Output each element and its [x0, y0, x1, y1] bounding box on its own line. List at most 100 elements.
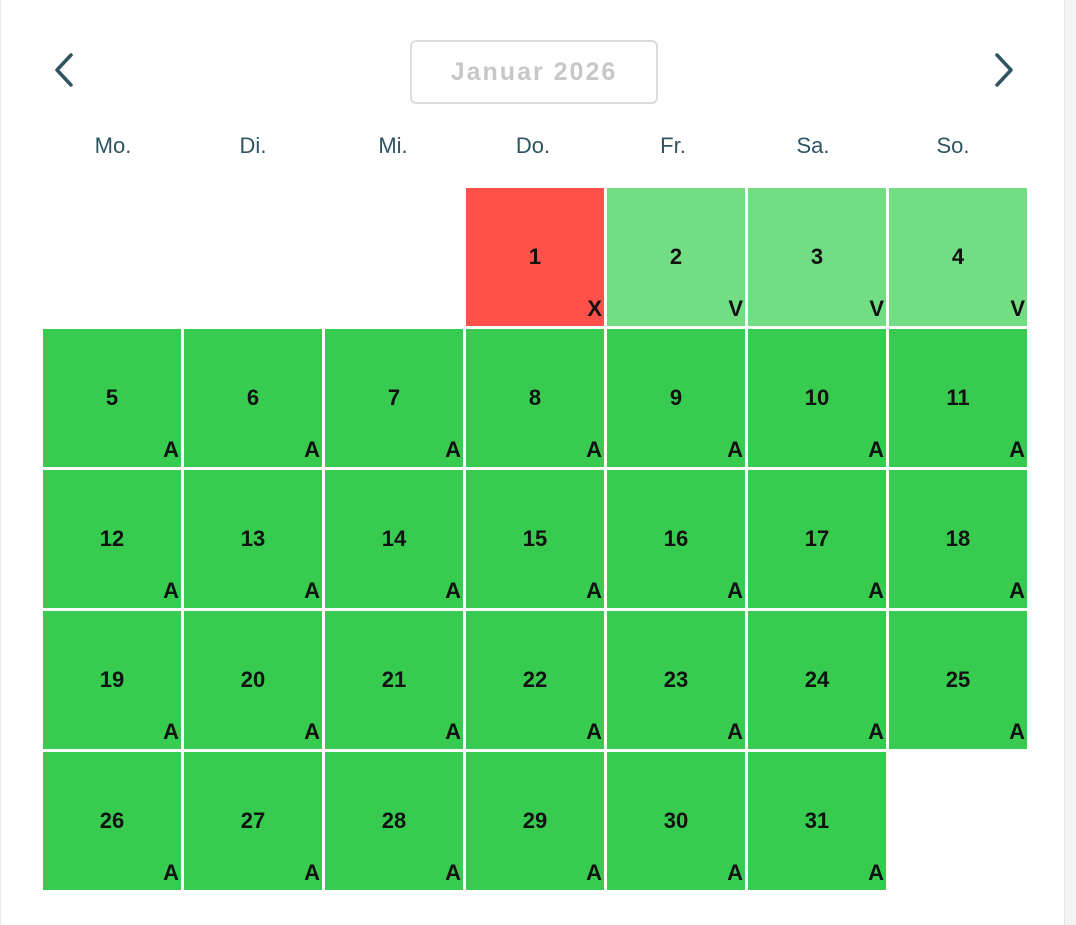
- day-number: 21: [381, 667, 407, 692]
- empty-cell: [325, 188, 463, 326]
- day-number: 4: [951, 244, 965, 269]
- day-number: 10: [804, 385, 830, 410]
- day-number: 13: [240, 526, 266, 551]
- day-cell[interactable]: 20 A: [184, 611, 322, 749]
- status-code: A: [586, 860, 602, 885]
- day-number: 23: [663, 667, 689, 692]
- prev-month-button[interactable]: [44, 48, 84, 92]
- day-cell[interactable]: 16 A: [607, 470, 745, 608]
- status-code: A: [163, 578, 179, 603]
- day-number: 20: [240, 667, 266, 692]
- status-code: A: [1009, 437, 1025, 462]
- status-code: A: [868, 578, 884, 603]
- month-label: Januar 2026: [450, 57, 618, 86]
- status-code: A: [727, 437, 743, 462]
- status-code: V: [869, 296, 884, 321]
- day-cell[interactable]: 12 A: [43, 470, 181, 608]
- day-cell[interactable]: 23 A: [607, 611, 745, 749]
- status-code: A: [1009, 578, 1025, 603]
- day-number: 7: [387, 385, 401, 410]
- weekday-sun: So.: [936, 133, 970, 158]
- status-code: A: [163, 437, 179, 462]
- day-number: 16: [663, 526, 689, 551]
- day-number: 1: [528, 244, 542, 269]
- weekday-fri: Fr.: [660, 133, 686, 158]
- day-number: 29: [522, 808, 548, 833]
- day-number: 5: [105, 385, 119, 410]
- day-cell[interactable]: 10 A: [748, 329, 886, 467]
- status-code: A: [586, 719, 602, 744]
- month-selector[interactable]: Januar 2026: [410, 40, 658, 104]
- status-code: A: [304, 719, 320, 744]
- day-cell[interactable]: 17 A: [748, 470, 886, 608]
- day-cell[interactable]: 30 A: [607, 752, 745, 890]
- day-number: 18: [945, 526, 971, 551]
- weekday-mon: Mo.: [94, 133, 132, 158]
- chevron-right-icon: [995, 53, 1013, 87]
- day-cell[interactable]: 13 A: [184, 470, 322, 608]
- day-number: 15: [522, 526, 548, 551]
- day-cell[interactable]: 15 A: [466, 470, 604, 608]
- day-grid: 1 X 2 V 3 V 4 V 5 A 6 A 7 A 8 A 9 A 10 A 11 A 12 A 13 A 14 A 15 A 16 A 1…: [43, 188, 1027, 890]
- day-number: 27: [240, 808, 266, 833]
- day-cell[interactable]: 21 A: [325, 611, 463, 749]
- day-cell[interactable]: 29 A: [466, 752, 604, 890]
- weekday-sat: Sa.: [796, 133, 830, 158]
- day-cell[interactable]: 14 A: [325, 470, 463, 608]
- status-code: A: [586, 578, 602, 603]
- status-code: A: [304, 437, 320, 462]
- day-number: 30: [663, 808, 689, 833]
- day-number: 31: [804, 808, 830, 833]
- day-cell[interactable]: 25 A: [889, 611, 1027, 749]
- status-code: A: [163, 860, 179, 885]
- status-code: A: [163, 719, 179, 744]
- day-cell[interactable]: 27 A: [184, 752, 322, 890]
- next-month-button[interactable]: [984, 48, 1024, 92]
- day-cell[interactable]: 18 A: [889, 470, 1027, 608]
- day-cell[interactable]: 11 A: [889, 329, 1027, 467]
- status-code: A: [868, 719, 884, 744]
- day-cell[interactable]: 19 A: [43, 611, 181, 749]
- weekday-header: Mo. Di. Mi. Do. Fr. Sa. So.: [43, 128, 1025, 164]
- day-number: 8: [528, 385, 542, 410]
- day-cell[interactable]: 26 A: [43, 752, 181, 890]
- status-code: A: [445, 578, 461, 603]
- status-code: A: [445, 719, 461, 744]
- day-cell[interactable]: 22 A: [466, 611, 604, 749]
- window-edge: [1065, 0, 1076, 925]
- day-number: 14: [381, 526, 407, 551]
- day-number: 17: [804, 526, 830, 551]
- empty-cell: [184, 188, 322, 326]
- day-cell[interactable]: 24 A: [748, 611, 886, 749]
- day-cell[interactable]: 28 A: [325, 752, 463, 890]
- day-number: 28: [381, 808, 407, 833]
- status-code: A: [868, 437, 884, 462]
- day-number: 25: [945, 667, 971, 692]
- day-number: 24: [804, 667, 830, 692]
- day-number: 22: [522, 667, 548, 692]
- status-code: A: [304, 860, 320, 885]
- day-number: 9: [669, 385, 683, 410]
- status-code: A: [445, 437, 461, 462]
- status-code: X: [587, 296, 602, 321]
- day-number: 11: [946, 385, 970, 410]
- day-number: 26: [99, 808, 125, 833]
- day-number: 2: [669, 244, 683, 269]
- chevron-left-icon: [55, 53, 73, 87]
- status-code: A: [586, 437, 602, 462]
- weekday-thu: Do.: [515, 133, 551, 158]
- empty-cell: [43, 188, 181, 326]
- status-code: A: [727, 578, 743, 603]
- day-cell[interactable]: 31 A: [748, 752, 886, 890]
- day-number: 12: [99, 526, 125, 551]
